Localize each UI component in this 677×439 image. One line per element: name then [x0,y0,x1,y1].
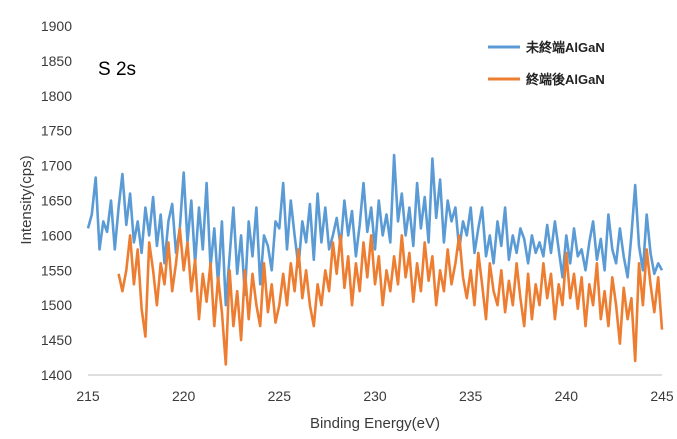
y-tick-label: 1900 [41,18,72,34]
x-axis-title: Binding Energy(eV) [310,415,440,432]
series-line-1 [86,153,664,307]
y-tick-label: 1550 [41,262,72,278]
x-tick-label: 245 [650,388,674,404]
y-tick-labels: 1400 1450 1500 1550 1600 1650 1700 1750 1800 1850… [41,18,72,383]
legend-label: 未終端AlGaN [525,40,605,55]
chart-annotation: S 2s [98,59,136,80]
plot-background [88,26,662,375]
x-tick-label: 230 [363,388,387,404]
y-tick-label: 1800 [41,88,72,104]
y-tick-label: 1600 [41,227,72,243]
legend: 未終端AlGaN 終端後AlGaN [488,40,605,87]
y-tick-label: 1450 [41,332,72,348]
legend-label: 終端後AlGaN [526,72,605,87]
series-layer [86,153,664,366]
y-tick-label: 1400 [41,367,72,383]
x-tick-labels: 215 220 225 230 235 240 245 [76,388,674,404]
y-tick-label: 1500 [41,297,72,313]
series-line-2 [117,227,664,366]
y-tick-label: 1650 [41,193,72,209]
y-tick-label: 1700 [41,158,72,174]
x-tick-label: 225 [268,388,292,404]
legend-item-series-1: 未終端AlGaN [488,40,605,55]
plot-area [88,26,662,376]
legend-item-series-2: 終端後AlGaN [488,72,605,87]
x-tick-label: 240 [555,388,579,404]
x-tick-label: 215 [76,388,100,404]
y-tick-label: 1850 [41,53,72,69]
x-tick-label: 235 [459,388,483,404]
y-tick-label: 1750 [41,123,72,139]
x-tick-label: 220 [172,388,196,404]
y-axis-title: Intensity(cps) [18,155,35,244]
